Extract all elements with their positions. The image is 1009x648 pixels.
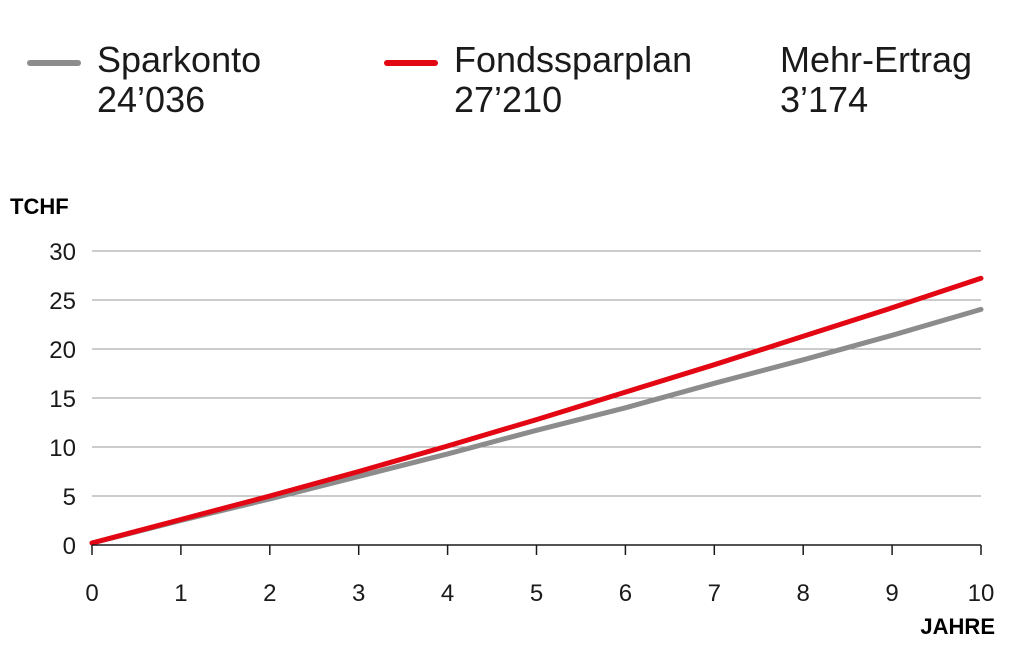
x-tick-label: 3 — [352, 580, 365, 607]
legend-value-sparkonto: 24’036 — [97, 79, 206, 120]
x-tick-label: 2 — [263, 580, 276, 607]
legend-label-sparkonto: Sparkonto — [97, 39, 262, 80]
y-axis-title: TCHF — [10, 194, 69, 219]
x-tick-label: 7 — [708, 580, 721, 607]
axes — [91, 544, 982, 555]
y-tick-label: 30 — [49, 239, 76, 266]
y-tick-label: 10 — [49, 435, 76, 462]
x-tick-label: 10 — [968, 580, 995, 607]
legend-value-mehr-ertrag: 3’174 — [780, 79, 869, 120]
legend-line-fondssparplan — [384, 60, 438, 66]
x-tick-label: 5 — [530, 580, 543, 607]
y-tick-label: 20 — [49, 337, 76, 364]
legend-line-sparkonto — [27, 60, 81, 66]
x-tick-label: 4 — [441, 580, 454, 607]
x-axis-title: JAHRE — [920, 614, 995, 639]
series-line-fondssparplan — [89, 275, 984, 546]
y-tick-label: 25 — [49, 288, 76, 315]
y-tick-label: 5 — [63, 484, 76, 511]
x-tick-label: 8 — [797, 580, 810, 607]
x-tick-label: 1 — [174, 580, 187, 607]
legend-label-fondssparplan: Fondssparplan — [454, 39, 693, 80]
y-tick-label: 0 — [63, 533, 76, 560]
x-tick-label: 6 — [619, 580, 632, 607]
grid-lines — [92, 250, 981, 497]
x-tick-label: 0 — [85, 580, 98, 607]
tick-labels: 0 5 10 15 20 25 30 0 1 2 3 4 5 6 7 8 9 10 — [49, 239, 994, 607]
x-tick-label: 9 — [885, 580, 898, 607]
y-tick-label: 15 — [49, 386, 76, 413]
legend-value-fondssparplan: 27’210 — [454, 79, 563, 120]
legend-label-mehr-ertrag: Mehr-Ertrag — [780, 39, 973, 80]
series-lines — [89, 275, 984, 546]
